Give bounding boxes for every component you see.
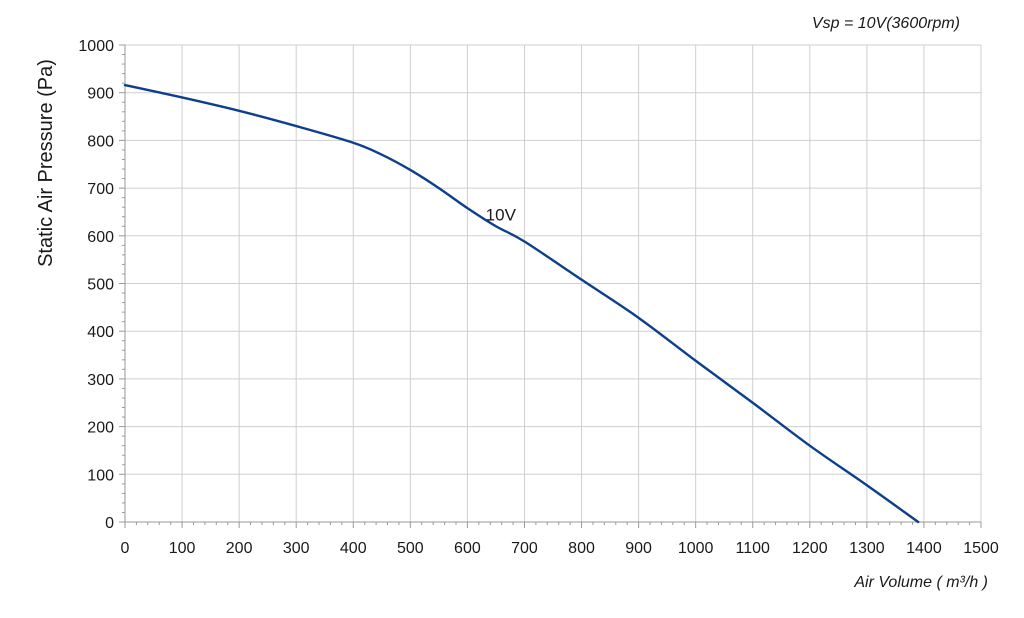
x-tick-label: 1200: [792, 540, 828, 557]
x-tick-label: 1000: [678, 540, 714, 557]
x-tick-label: 600: [454, 540, 481, 557]
x-tick-label: 300: [283, 540, 310, 557]
y-tick-label: 1000: [78, 38, 114, 55]
y-tick-label: 300: [87, 372, 114, 389]
y-tick-label: 500: [87, 277, 114, 294]
minor-ticks: [122, 54, 971, 525]
x-tick-label: 800: [568, 540, 595, 557]
x-tick-label: 1100: [736, 540, 771, 557]
y-tick-label: 600: [87, 229, 114, 246]
y-tick-label: 200: [87, 420, 114, 437]
speed-annotation: Vsp = 10V(3600rpm): [812, 15, 960, 32]
x-tick-label: 0: [121, 540, 130, 557]
x-tick-label: 400: [340, 540, 367, 557]
y-axis-label: Static Air Pressure (Pa): [35, 59, 57, 267]
series-line-10v: [123, 83, 920, 524]
series-label-10v: 10V: [486, 206, 517, 225]
x-tick-label: 500: [397, 540, 424, 557]
x-tick-labels: 0 100 200 300 400 500 600 700 800 900 1000 1100 1200…: [121, 540, 999, 557]
grid-lines: [124, 44, 982, 523]
x-axis-label: Air Volume ( m³/h ): [853, 574, 988, 591]
x-tick-label: 900: [625, 540, 652, 557]
y-tick-label: 800: [87, 133, 114, 150]
y-tick-label: 400: [87, 324, 114, 341]
x-tick-label: 200: [226, 540, 253, 557]
x-tick-label: 1500: [963, 540, 999, 557]
x-tick-label: 700: [511, 540, 538, 557]
x-tick-label: 1300: [849, 540, 885, 557]
x-tick-label: 100: [169, 540, 196, 557]
y-tick-labels: 0 100 200 300 400 500 600 700 800 900 1000: [78, 38, 114, 532]
y-tick-label: 900: [87, 86, 114, 103]
y-tick-label: 100: [87, 467, 114, 484]
y-tick-label: 700: [87, 181, 114, 198]
series-group: 10V: [123, 83, 920, 524]
x-tick-label: 1400: [906, 540, 942, 557]
y-tick-label: 0: [105, 515, 114, 532]
axes: [119, 44, 982, 528]
